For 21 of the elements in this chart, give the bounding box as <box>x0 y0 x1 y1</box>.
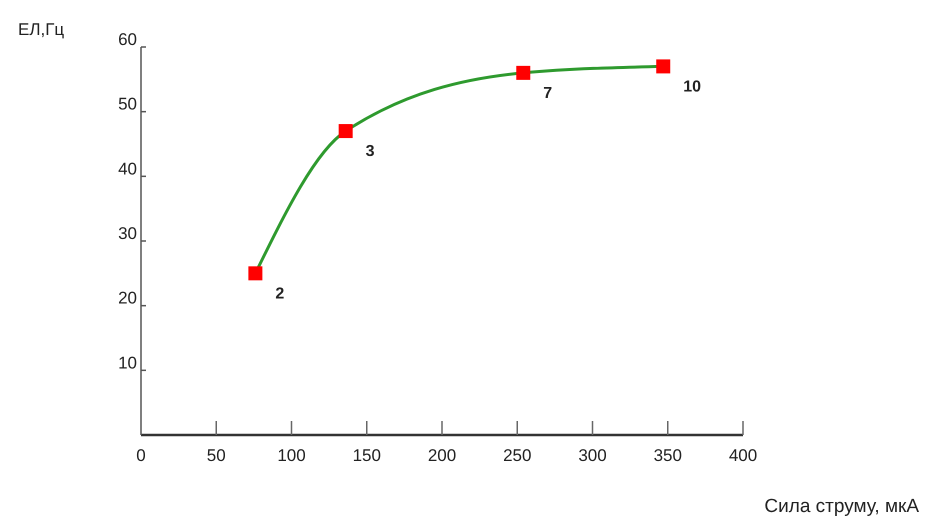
annotation: 10 <box>683 78 702 96</box>
x-tick-label: 400 <box>728 446 758 465</box>
y-tick-label: 40 <box>118 159 137 178</box>
y-tick-label: 60 <box>118 30 137 49</box>
x-tick-label: 150 <box>352 446 381 465</box>
x-tick-label: 0 <box>136 446 146 465</box>
annotation: 7 <box>543 84 552 102</box>
y-tick-label: 10 <box>118 353 137 372</box>
annotation: 2 <box>275 285 284 302</box>
x-tick-label: 300 <box>578 446 607 465</box>
x-tick-label: 250 <box>503 446 532 465</box>
x-tick-label: 200 <box>428 446 456 465</box>
y-tick-label: 20 <box>118 288 137 308</box>
x-tick-label: 100 <box>277 446 306 465</box>
x-axis-title: Сила струму, мкА <box>764 496 920 517</box>
x-tick-label: 50 <box>206 446 226 465</box>
annotation: 3 <box>366 143 375 160</box>
y-tick-label: 30 <box>118 224 137 243</box>
y-tick-label: 50 <box>118 94 137 114</box>
x-tick-label: 350 <box>654 446 682 465</box>
y-axis-title: ЕЛ,Гц <box>18 20 64 39</box>
